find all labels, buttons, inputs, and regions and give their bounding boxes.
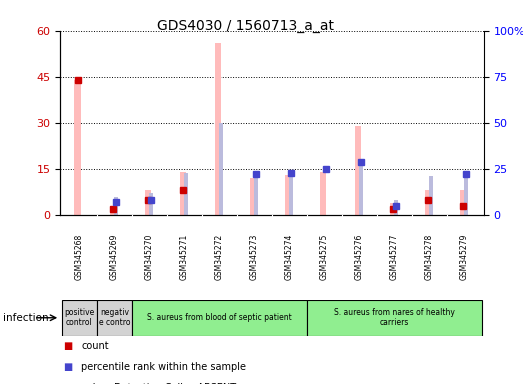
Bar [144,190,151,215]
Bar [219,123,223,215]
Bar [149,193,153,215]
Bar [359,162,363,215]
Text: negativ
e contro: negativ e contro [99,308,130,328]
Text: GSM345277: GSM345277 [390,234,399,280]
Bar [249,178,256,215]
Text: GSM345269: GSM345269 [110,234,119,280]
Bar [355,126,361,215]
Bar [464,176,469,215]
Bar [460,190,466,215]
Text: GSM345270: GSM345270 [145,234,154,280]
FancyBboxPatch shape [97,300,132,336]
Text: GSM345268: GSM345268 [75,234,84,280]
Text: GSM345271: GSM345271 [180,234,189,280]
Bar [114,197,118,215]
Text: GSM345279: GSM345279 [460,234,469,280]
Bar [184,173,188,215]
Text: count: count [81,341,109,351]
FancyBboxPatch shape [307,300,482,336]
Text: ■: ■ [63,383,73,384]
Bar [394,200,399,215]
Text: value, Detection Call = ABSENT: value, Detection Call = ABSENT [81,383,236,384]
Text: S. aureus from blood of septic patient: S. aureus from blood of septic patient [147,313,292,322]
Bar [214,43,221,215]
Text: GSM345276: GSM345276 [355,234,364,280]
Bar [429,176,434,215]
Text: ■: ■ [63,341,73,351]
Text: percentile rank within the sample: percentile rank within the sample [81,362,246,372]
Text: GDS4030 / 1560713_a_at: GDS4030 / 1560713_a_at [157,19,334,33]
Text: GSM345275: GSM345275 [320,234,329,280]
Bar [74,80,81,215]
FancyBboxPatch shape [132,300,307,336]
Bar [425,190,431,215]
Bar [179,172,186,215]
Bar [109,206,116,215]
Text: GSM345272: GSM345272 [215,234,224,280]
Text: S. aureus from nares of healthy
carriers: S. aureus from nares of healthy carriers [334,308,455,328]
FancyBboxPatch shape [62,300,97,336]
Text: GSM345274: GSM345274 [285,234,294,280]
Bar [289,173,293,215]
Bar [320,172,326,215]
Text: positive
control: positive control [64,308,95,328]
Text: ■: ■ [63,362,73,372]
Text: GSM345273: GSM345273 [250,234,259,280]
Bar [254,174,258,215]
Bar [390,203,396,215]
Text: GSM345278: GSM345278 [425,234,434,280]
Bar [285,175,291,215]
Text: infection: infection [3,313,48,323]
